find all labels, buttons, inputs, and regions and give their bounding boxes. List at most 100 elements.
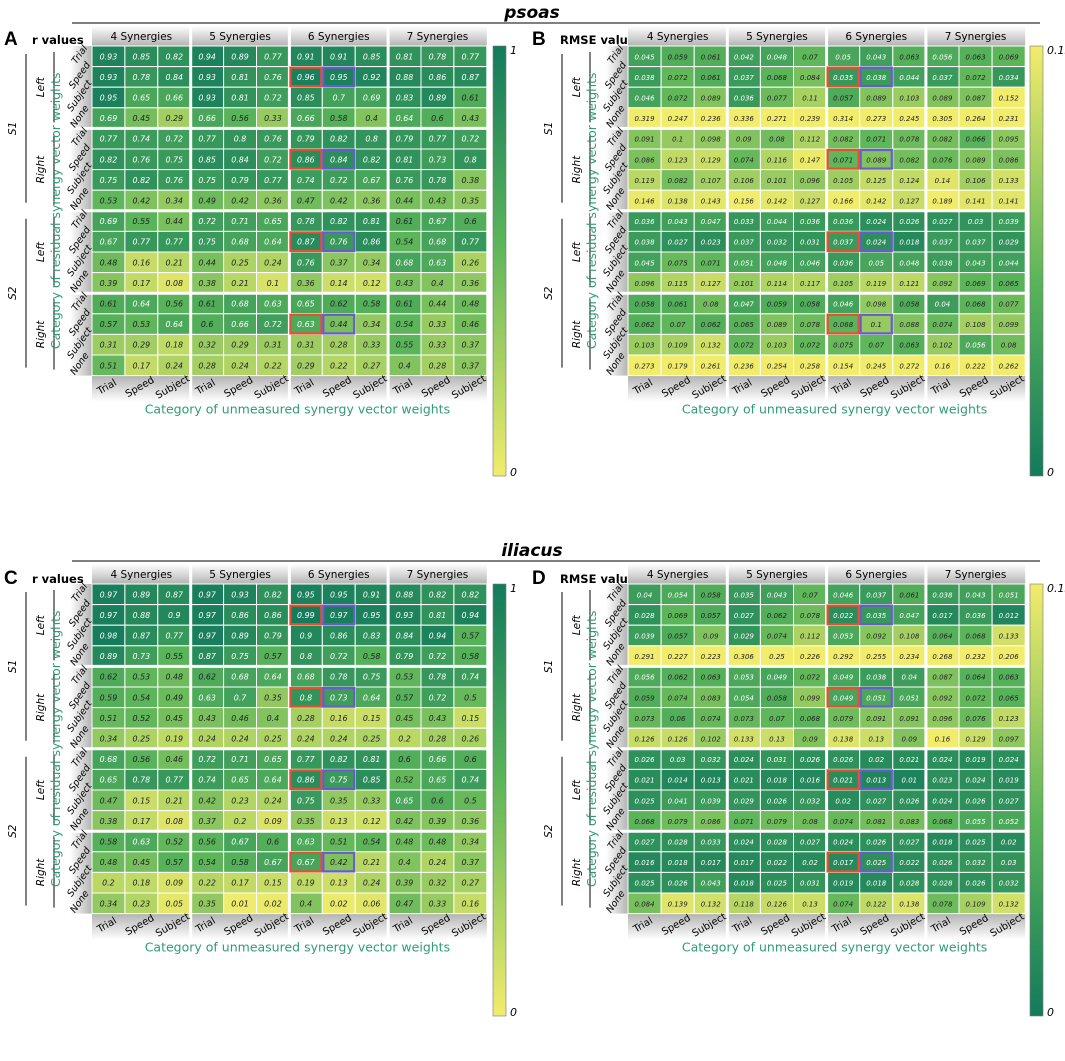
side-label: Right <box>571 693 583 722</box>
cell-value-label: 0.33 <box>429 341 447 350</box>
cell-value-label: 0.56 <box>133 755 151 764</box>
cell-value-label: 0.02 <box>330 899 348 908</box>
cell-value-label: 0.089 <box>866 95 887 103</box>
cell-value-label: 0.93 <box>231 590 249 599</box>
cell-value-label: 0.018 <box>734 880 755 888</box>
cell-value-label: 0.85 <box>297 94 315 103</box>
cell-value-label: 0.058 <box>899 301 920 309</box>
cell-value-label: 0.08 <box>1001 342 1017 350</box>
cell-value-label: 0.29 <box>231 341 249 350</box>
cell-value-label: 0.16 <box>462 899 480 908</box>
synergy-group-header: 4 Synergies <box>647 31 709 43</box>
cell-value-label: 0.58 <box>330 114 348 123</box>
cell-value-label: 0.041 <box>668 797 688 805</box>
cell-value-label: 0.99 <box>297 611 315 620</box>
cell-value-label: 0.026 <box>899 797 920 805</box>
cell-value-label: 0.02 <box>802 859 818 867</box>
highlight-box <box>859 686 893 708</box>
cell-value-label: 0.64 <box>165 320 183 329</box>
cell-value-label: 0.23 <box>231 796 249 805</box>
cell-value-label: 0.22 <box>264 361 282 370</box>
synergy-group-header: 5 Synergies <box>209 569 271 581</box>
cell-value-label: 0.61 <box>396 300 414 309</box>
cell-value-label: 0.059 <box>635 694 656 702</box>
y-axis-title: Category of residual synergy vector weig… <box>584 72 599 349</box>
cell-value-label: 0.43 <box>429 197 447 206</box>
cell-value-label: 0.037 <box>966 239 987 247</box>
cell-value-label: 0.31 <box>297 341 315 350</box>
cell-value-label: 0.4 <box>431 279 444 288</box>
highlight-box <box>322 148 356 170</box>
side-label: Left <box>35 241 47 262</box>
cell-value-label: 0.17 <box>133 361 151 370</box>
cell-value-label: 0.035 <box>734 591 755 599</box>
cell-value-label: 0.036 <box>966 612 987 620</box>
cell-value-label: 0.336 <box>734 115 755 123</box>
cell-value-label: 0.027 <box>932 218 953 226</box>
cell-value-label: 0.27 <box>462 879 480 888</box>
cell-value-label: 0.017 <box>734 859 755 867</box>
cell-value-label: 0.031 <box>800 880 820 888</box>
highlight-box <box>826 769 860 791</box>
cell-value-label: 0.096 <box>932 715 953 723</box>
cell-value-label: 0.059 <box>668 53 689 61</box>
cell-value-label: 0.033 <box>701 839 721 847</box>
cell-value-label: 0.074 <box>734 156 754 164</box>
cell-value-label: 0.65 <box>396 796 414 805</box>
cell-value-label: 0.043 <box>966 259 986 267</box>
cell-value-label: 0.86 <box>363 238 381 247</box>
highlight-box <box>322 851 356 873</box>
cell-value-label: 0.034 <box>999 74 1019 82</box>
colorbar-min-label: 0 <box>1047 466 1054 479</box>
cell-value-label: 0.98 <box>100 632 118 641</box>
cell-value-label: 0.77 <box>165 632 183 641</box>
cell-value-label: 0.82 <box>165 52 183 61</box>
cell-value-label: 0.86 <box>297 776 315 785</box>
cell-value-label: 0.076 <box>932 156 953 164</box>
cell-value-label: 0.75 <box>100 176 118 185</box>
cell-value-label: 0.34 <box>100 899 118 908</box>
heatmap-cell <box>453 354 488 377</box>
synergy-group-header: 6 Synergies <box>308 569 370 581</box>
cell-value-label: 0.124 <box>899 177 919 185</box>
cell-value-label: 0.025 <box>966 839 987 847</box>
cell-value-label: 0.69 <box>100 217 118 226</box>
cell-value-label: 0.273 <box>866 115 886 123</box>
cell-value-label: 0.87 <box>198 652 216 661</box>
cell-value-label: 0.21 <box>165 796 183 805</box>
cell-value-label: 0.081 <box>866 818 886 826</box>
cell-value-label: 0.21 <box>165 258 183 267</box>
cell-value-label: 0.056 <box>635 674 656 682</box>
cell-value-label: 0.226 <box>800 653 821 661</box>
cell-value-label: 0.58 <box>462 652 480 661</box>
cell-value-label: 0.076 <box>966 715 987 723</box>
cell-value-label: 0.48 <box>462 300 480 309</box>
cell-value-label: 0.56 <box>198 838 216 847</box>
cell-value-label: 0.53 <box>100 197 118 206</box>
cell-value-label: 0.141 <box>999 198 1019 206</box>
cell-value-label: 0.179 <box>668 362 689 370</box>
synergy-group-header: 6 Synergies <box>845 31 907 43</box>
cell-value-label: 0.25 <box>231 258 249 267</box>
synergy-group-header: 7 Synergies <box>945 31 1007 43</box>
cell-value-label: 0.062 <box>701 321 722 329</box>
cell-value-label: 0.052 <box>999 818 1020 826</box>
cell-value-label: 0.77 <box>462 238 480 247</box>
cell-value-label: 0.127 <box>800 198 821 206</box>
cell-value-label: 0.07 <box>868 342 884 350</box>
cell-value-label: 0.079 <box>767 818 788 826</box>
cell-value-label: 0.051 <box>999 591 1019 599</box>
cell-value-label: 0.77 <box>264 52 282 61</box>
cell-value-label: 0.74 <box>462 776 480 785</box>
cell-value-label: 0.152 <box>999 95 1020 103</box>
cell-value-label: 0.043 <box>767 591 787 599</box>
cell-value-label: 0.068 <box>800 715 821 723</box>
cell-value-label: 0.078 <box>899 136 920 144</box>
cell-value-label: 0.044 <box>999 259 1019 267</box>
cell-value-label: 0.78 <box>429 176 447 185</box>
cell-value-label: 0.75 <box>198 176 216 185</box>
cell-value-label: 0.061 <box>701 74 721 82</box>
highlight-box <box>826 313 860 335</box>
